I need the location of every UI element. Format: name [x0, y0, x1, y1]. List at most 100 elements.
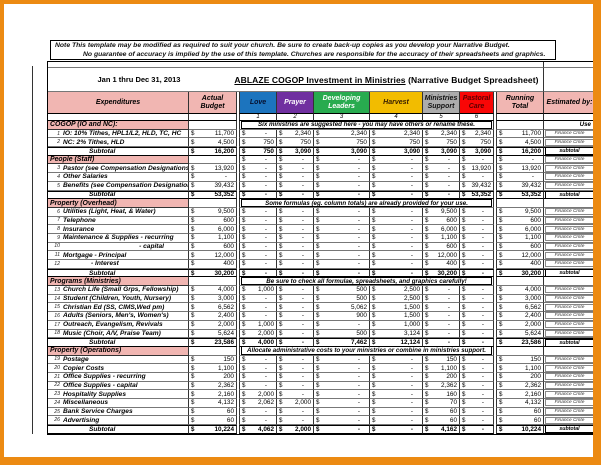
item-row: 13 Church Life (Small Grps, Fellowship) $4… [48, 286, 596, 295]
item-row: 2 NC: 2% Tithes, HLD $4,500 $750 $750 $750 $75… [48, 138, 596, 148]
money-cell: $2,340 [460, 129, 494, 139]
estimated-cell: Finance Cmte [544, 233, 596, 243]
estimated-cell: Finance Cmte [544, 372, 596, 382]
money-cell: $3,000 [189, 294, 237, 304]
money-cell: $2,362 [189, 381, 237, 391]
money-cell: $ - [314, 251, 370, 260]
money-cell: $5,062 [314, 303, 370, 313]
ministry-number: 1 [239, 114, 277, 121]
money-cell: $ - [460, 207, 494, 217]
money-cell: $ - [314, 225, 370, 234]
money-cell: $3,124 [370, 329, 423, 339]
money-cell: $600 [496, 242, 544, 252]
money-cell: $ - [370, 242, 423, 252]
money-cell: $4,500 [496, 138, 544, 148]
money-cell: $750 [277, 138, 314, 148]
money-cell: $ - [460, 251, 494, 260]
money-cell: $ - [277, 268, 314, 278]
money-cell: $2,000 [189, 320, 237, 330]
subtotal-row: Subtotal $10,224 $4,062 $2,000 $ - $ - $4,162 $ - $… [48, 425, 596, 434]
estimated-cell: Finance Cmte [544, 138, 596, 148]
money-cell: $ - [314, 190, 370, 200]
header-ministry-developing-leaders: Developing Leaders [314, 92, 370, 114]
money-cell: $6,562 [496, 303, 544, 313]
money-cell: $30,200 [496, 268, 544, 278]
ministry-number: 5 [423, 114, 460, 121]
money-cell: $30,200 [423, 268, 460, 278]
money-cell: $2,500 [370, 286, 423, 295]
money-cell: $ - [460, 173, 494, 182]
money-cell: $ - [239, 233, 277, 243]
money-cell: $70 [423, 399, 460, 408]
section-row: Property (Overhead) Some formulas (eg. co… [48, 199, 596, 208]
money-cell: $ - [460, 260, 494, 269]
money-cell: $ - [239, 207, 277, 217]
money-cell: $ - [239, 416, 277, 426]
money-cell: $ - [239, 129, 277, 139]
title-row: Jan 1 thru Dec 31, 2013 ABLAZE COGOP Inv… [48, 68, 596, 92]
money-cell: $ - [460, 355, 494, 365]
estimated-cell: Finance Cmte [544, 286, 596, 295]
money-cell: $53,352 [189, 190, 237, 200]
estimated-cell: subtotal [544, 268, 596, 278]
header-ministry-love: Love [239, 92, 277, 114]
money-cell: $600 [496, 216, 544, 226]
estimated-cell: Finance Cmte [544, 294, 596, 304]
row-label: Subtotal [48, 425, 189, 434]
money-cell: $600 [189, 242, 237, 252]
estimated-cell [544, 277, 596, 287]
money-cell: $60 [496, 416, 544, 426]
item-row: 5 Benefits (see Compensation Designations… [48, 181, 596, 191]
money-cell: $2,400 [189, 312, 237, 321]
money-cell: $ - [423, 173, 460, 182]
estimated-cell: Finance Cmte [544, 181, 596, 191]
estimated-cell: subtotal [544, 147, 596, 156]
row-label: 20 Copier Costs [48, 364, 189, 373]
money-cell: $4,162 [423, 425, 460, 434]
money-cell: $ - [460, 399, 494, 408]
money-cell: $7,462 [314, 338, 370, 347]
money-cell: $400 [423, 260, 460, 269]
money-cell: $ - [460, 155, 494, 165]
estimated-cell: Finance Cmte [544, 242, 596, 252]
money-cell: $ - [370, 207, 423, 217]
money-cell: $ - [370, 364, 423, 373]
money-cell: $ - [277, 164, 314, 174]
money-cell: $ - [314, 425, 370, 434]
money-cell: $750 [239, 147, 277, 156]
money-cell: $ - [277, 216, 314, 226]
money-cell: $ - [277, 407, 314, 417]
estimated-cell: Finance Cmte [544, 207, 596, 217]
row-label: 14 Student (Children, Youth, Nursery) [48, 294, 189, 304]
money-cell: $500 [314, 294, 370, 304]
money-cell: $ - [314, 355, 370, 365]
money-cell: $39,432 [189, 181, 237, 191]
row-label: 15 Christian Ed (SS, CIMS,Wed pm) [48, 303, 189, 313]
money-cell: $ - [277, 372, 314, 382]
money-cell: $600 [189, 216, 237, 226]
row-label: 2 NC: 2% Tithes, HLD [48, 138, 189, 148]
ministry-number: 3 [314, 114, 370, 121]
money-cell: $200 [423, 372, 460, 382]
money-cell: $3,090 [370, 147, 423, 156]
money-cell: $ - [460, 407, 494, 417]
money-cell: $ - [277, 329, 314, 339]
subtotal-row: Subtotal $53,352 $ - $ - $ - $ - $ - $53,352 $53,352 s… [48, 190, 596, 200]
money-cell [189, 199, 237, 208]
money-cell: $9,500 [423, 207, 460, 217]
money-cell: $4,132 [496, 399, 544, 408]
money-cell: $ - [423, 181, 460, 191]
money-cell: $30,200 [189, 268, 237, 278]
money-cell: $ - [277, 173, 314, 182]
money-cell: $2,000 [496, 320, 544, 330]
money-cell: $ - [314, 242, 370, 252]
money-cell: $750 [370, 138, 423, 148]
money-cell: $160 [423, 390, 460, 399]
money-cell: $ - [314, 399, 370, 408]
money-cell: $ - [277, 416, 314, 426]
money-cell: $150 [496, 355, 544, 365]
item-row: 16 Adults (Seniors, Men's, Women's) $2,400… [48, 312, 596, 321]
row-label: 17 Outreach, Evangelism, Revivals [48, 320, 189, 330]
row-label: 10- capital [48, 242, 189, 252]
estimated-cell: Use [544, 121, 596, 130]
